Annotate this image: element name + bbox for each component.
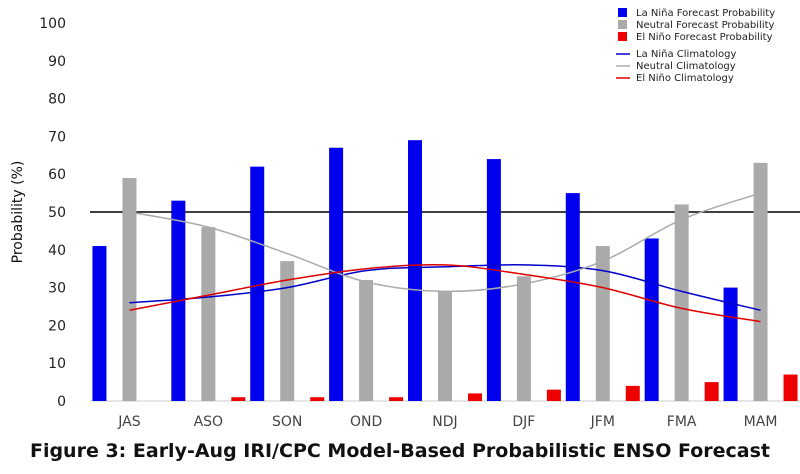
x-axis: JAS ASO SON OND NDJ DJF JFM FMA MAM [117,414,777,430]
bar [438,291,452,401]
bar [753,162,768,401]
y-tick-label: 40 [48,243,66,259]
y-axis-label: Probability (%) [10,161,26,264]
bar [92,246,107,401]
y-tick-label: 90 [48,54,66,70]
climatology-lines [129,192,761,323]
x-tick-label: OND [350,414,382,430]
bar [625,385,640,401]
y-tick-label: 20 [48,318,66,334]
bar [486,159,501,401]
x-tick-label: MAM [744,414,778,430]
series-line [129,263,761,323]
legend-swatch [618,32,627,41]
legend-label: El Niño Climatology [636,73,734,84]
bar [674,204,689,401]
series-line [129,192,761,293]
x-tick-label: JAS [117,414,140,430]
bar [329,147,344,401]
figure-caption: Figure 3: Early-Aug IRI/CPC Model-Based … [29,440,771,462]
legend-swatch [618,8,627,17]
series-line [129,264,761,312]
y-tick-label: 100 [39,16,66,32]
legend-label: Neutral Forecast Probability [636,20,775,31]
x-tick-label: ASO [194,414,223,430]
bar [644,238,659,401]
y-tick-label: 10 [48,356,66,372]
bar [250,166,265,401]
bar [231,397,246,401]
x-tick-label: DJF [512,414,535,430]
bar [122,177,137,401]
y-tick-label: 70 [48,129,66,145]
bar [389,397,404,401]
bar [516,276,531,401]
bar [408,140,422,401]
bar [704,382,719,401]
y-tick-label: 50 [48,205,66,221]
legend-label: La Niña Forecast Probability [636,8,775,19]
legend-label: El Niño Forecast Probability [636,32,773,43]
legend-swatch [618,20,627,29]
x-tick-label: NDJ [432,414,457,430]
x-tick-label: JFM [590,414,615,430]
bar [468,393,482,401]
y-tick-label: 80 [48,92,66,108]
bars [92,140,798,401]
legend-label: Neutral Climatology [636,61,736,72]
y-tick-label: 60 [48,167,66,183]
y-tick-label: 0 [57,394,66,410]
x-tick-label: FMA [667,414,697,430]
y-tick-label: 30 [48,281,66,297]
legend-label: La Niña Climatology [636,49,736,60]
bar [565,193,580,401]
bar [359,280,374,401]
bar [310,397,325,401]
bar [783,374,798,401]
bar [546,389,561,401]
bar [201,227,216,401]
bar [595,246,610,401]
bar [280,261,295,401]
x-tick-label: SON [272,414,302,430]
